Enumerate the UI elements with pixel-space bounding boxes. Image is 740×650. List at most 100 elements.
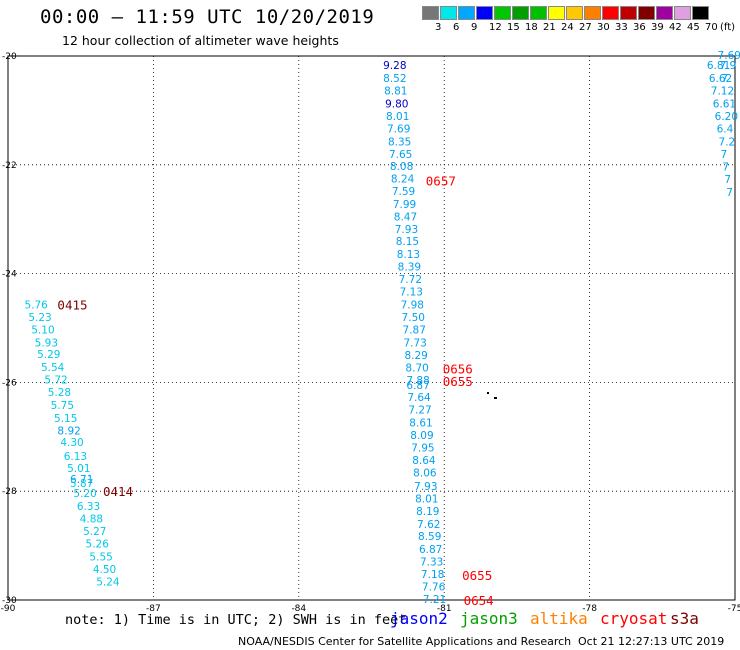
swh-value-label: 7.50 xyxy=(402,312,425,324)
swh-value-label: 8.19 xyxy=(416,506,439,518)
legend-label: 42 xyxy=(669,22,682,33)
swh-value-label: 8.52 xyxy=(383,73,406,85)
swh-value-label: 6.4 xyxy=(717,123,734,135)
swh-value-label: 7.21 xyxy=(423,594,446,606)
lon-tick-label: -90 xyxy=(1,604,16,614)
legend-swatch xyxy=(566,6,583,20)
swh-value-label: 8.01 xyxy=(386,111,409,123)
swh-value-label: 5.26 xyxy=(86,538,110,550)
swh-value-label: 6.81 xyxy=(707,60,730,72)
credit-text: NOAA/NESDIS Center for Satellite Applica… xyxy=(238,635,572,648)
swh-value-label: 6.87 xyxy=(419,544,442,556)
legend-swatch xyxy=(656,6,673,20)
satellite-label-s3a: s3a xyxy=(670,609,699,628)
swh-value-label: 7.13 xyxy=(400,287,423,299)
swh-value-label: 5.29 xyxy=(37,349,60,361)
swh-value-label: 5.54 xyxy=(41,362,65,374)
legend-label: 12 xyxy=(489,22,502,33)
satellite-label-cryosat: cryosat xyxy=(600,609,668,628)
legend-label: 45 xyxy=(687,22,700,33)
swh-value-label: 7.33 xyxy=(420,556,443,568)
legend-swatch xyxy=(584,6,601,20)
legend-swatch xyxy=(674,6,691,20)
swh-value-label: 5.75 xyxy=(51,400,74,412)
swh-value-label: 6.33 xyxy=(77,501,100,513)
swh-value-label: 7.59 xyxy=(392,186,415,198)
swh-value-label: 7.27 xyxy=(408,405,431,417)
legend-label: 33 xyxy=(615,22,628,33)
swh-value-label: 9.28 xyxy=(383,60,406,72)
swh-value-label: 7.18 xyxy=(421,569,444,581)
swh-value-label: 7.62 xyxy=(417,519,440,531)
swh-value-label: 8.81 xyxy=(384,85,407,97)
legend-swatch xyxy=(422,6,439,20)
legend-swatches xyxy=(422,6,710,20)
lat-tick-label: -26 xyxy=(2,378,17,388)
lon-tick-label: -87 xyxy=(146,604,161,614)
legend-label: 70 xyxy=(705,22,718,33)
legend-swatch xyxy=(602,6,619,20)
map-dot xyxy=(494,397,497,399)
swh-value-label: 7.2 xyxy=(719,136,736,148)
satellite-label-altika: altika xyxy=(530,609,588,628)
lon-tick-label: -84 xyxy=(291,604,306,614)
swh-value-label: 5.15 xyxy=(54,413,77,425)
swh-value-label: 7 xyxy=(724,174,731,186)
swh-value-label: 5.76 xyxy=(24,300,48,312)
lat-tick-label: -30 xyxy=(2,596,17,606)
swh-value-label: 8.08 xyxy=(390,161,413,173)
generated-timestamp: Oct 21 12:27:13 UTC 2019 xyxy=(578,635,725,648)
swh-value-label: 4.30 xyxy=(60,437,83,449)
lon-tick-label: -81 xyxy=(437,604,452,614)
swh-value-label: 5.87 xyxy=(70,478,93,490)
legend-label: 6 xyxy=(453,22,460,33)
swh-value-label: 4.88 xyxy=(80,513,103,525)
swh-value-label: 7.65 xyxy=(389,149,412,161)
swh-value-label: 7.72 xyxy=(399,274,422,286)
swh-value-label: 7.64 xyxy=(407,392,431,404)
legend-label: 24 xyxy=(561,22,574,33)
swh-value-label: 6.87 xyxy=(406,380,429,392)
swh-value-label: 8.01 xyxy=(415,493,438,505)
pass-time-label: 0655 xyxy=(462,568,492,583)
swh-value-label: 7 xyxy=(720,149,727,161)
page-subtitle: 12 hour collection of altimeter wave hei… xyxy=(62,33,339,48)
swh-value-label: 5.27 xyxy=(83,526,106,538)
legend-swatch xyxy=(494,6,511,20)
pass-time-label: 0415 xyxy=(57,298,87,313)
swh-value-label: 5.24 xyxy=(96,577,120,589)
legend-label: 18 xyxy=(525,22,538,33)
legend-swatch xyxy=(476,6,493,20)
swh-value-label: 7.93 xyxy=(395,224,418,236)
legend-label: 15 xyxy=(507,22,520,33)
swh-value-label: 7.12 xyxy=(711,85,734,97)
swh-value-label: 8.64 xyxy=(412,455,436,467)
swh-value-label: 6.71 xyxy=(70,474,93,486)
swh-value-label: 4.50 xyxy=(93,564,116,576)
pass-time-label: 0655 xyxy=(443,374,473,389)
swh-value-label: 8.47 xyxy=(394,211,417,223)
swh-value-label: 7.69 xyxy=(718,50,740,62)
legend-swatch xyxy=(692,6,709,20)
satellite-label-jason2: jason2 xyxy=(390,609,448,628)
swh-value-label: 6.61 xyxy=(713,98,736,110)
swh-value-label: 8.92 xyxy=(57,425,80,437)
page-title: 00:00 – 11:59 UTC 10/20/2019 xyxy=(40,6,375,28)
swh-value-label: 5.01 xyxy=(67,463,90,475)
lat-tick-label: -28 xyxy=(2,487,17,497)
swh-value-label: 6.20 xyxy=(715,111,738,123)
legend-swatch xyxy=(458,6,475,20)
swh-value-label: 7.93 xyxy=(414,481,437,493)
pass-time-label: 0414 xyxy=(103,484,133,499)
pass-time-label: 0657 xyxy=(426,174,456,189)
map-dot xyxy=(487,392,489,394)
swh-value-label: 8.39 xyxy=(398,262,421,274)
legend-swatch xyxy=(638,6,655,20)
pass-time-label: 0654 xyxy=(464,593,494,608)
swh-value-label: 8.70 xyxy=(405,363,428,375)
lon-tick-label: -75 xyxy=(728,604,740,614)
map-frame xyxy=(7,55,736,601)
pass-time-label: 0656 xyxy=(443,361,473,376)
legend-swatch xyxy=(512,6,529,20)
